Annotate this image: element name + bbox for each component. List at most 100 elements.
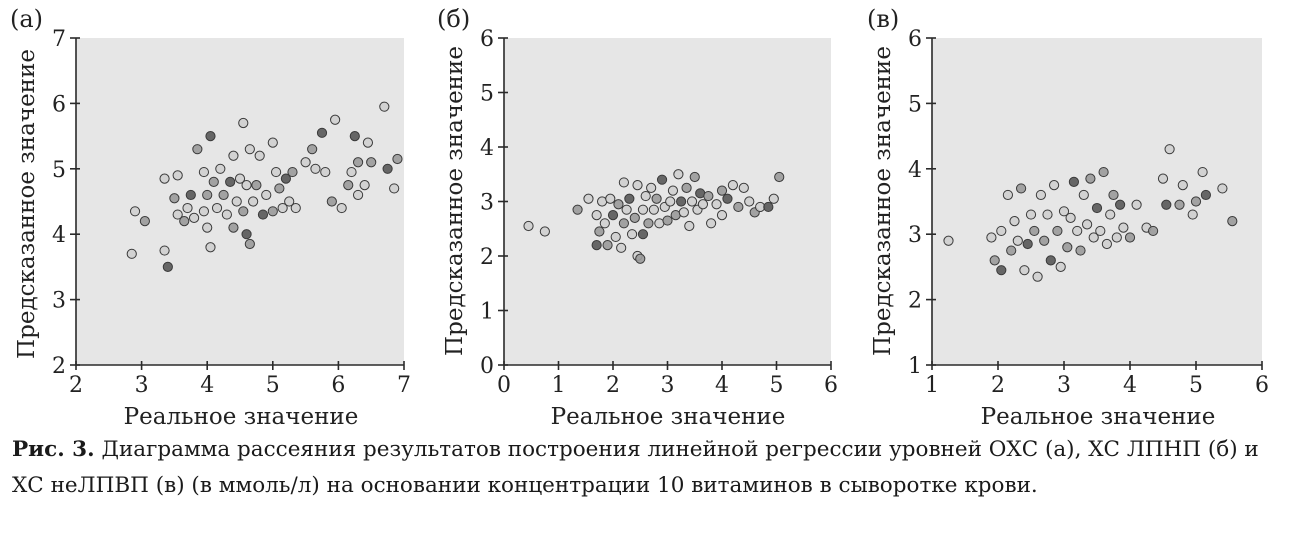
panel-b-data-point — [716, 210, 728, 221]
panel-a-data-point — [343, 180, 354, 191]
panel-b-data-point — [697, 199, 709, 210]
panel-c-data-point — [1190, 196, 1202, 207]
panel-c: (в) Предсказанное значение Реальное знач… — [867, 5, 1269, 430]
panel-b-data-point — [624, 193, 635, 204]
panel-b-data-point — [648, 204, 659, 215]
panel-c-data-point — [1012, 235, 1023, 246]
panel-a-data-point — [251, 180, 262, 191]
panel-a-data-point — [392, 153, 403, 165]
panel-a-data-point — [238, 117, 249, 129]
panel-a-data-point — [320, 166, 331, 178]
panel-c-data-point — [1200, 189, 1212, 201]
panel-b-x-tick-label: 1 — [552, 373, 566, 398]
panel-c-data-point — [1075, 245, 1086, 256]
panel-a-data-point — [182, 202, 193, 214]
panel-a-data-point — [202, 189, 213, 201]
panel-a-data-point — [169, 193, 180, 204]
panel-a-data-point — [277, 202, 288, 214]
panel-a-data-point — [172, 209, 183, 220]
panel-c-data-point — [1157, 173, 1169, 184]
panel-a-data-point — [208, 176, 219, 187]
panel-c-data-point — [1052, 225, 1063, 237]
caption-text: Диаграмма рассеяния результатов построен… — [12, 437, 1259, 498]
panel-a-data-point — [287, 166, 298, 178]
panel-c-data-point — [1009, 216, 1020, 227]
panel-c-y-tick-label: 2 — [908, 289, 922, 314]
panel-c-data-point — [1164, 144, 1175, 155]
panel-b-data-point — [733, 201, 744, 213]
panel-c-data-point — [1227, 216, 1238, 227]
panel-c-data-point — [1088, 232, 1099, 243]
panel-a-data-point — [162, 261, 173, 272]
panel-b: (б) Предсказанное значение Реальное знач… — [437, 5, 838, 430]
panel-b-x-tick-label: 0 — [497, 373, 511, 398]
panel-c-data-point — [996, 225, 1007, 237]
panel-a-y-tick-label: 2 — [52, 354, 66, 379]
panel-a-data-point — [270, 166, 282, 178]
panel-b-data-point — [539, 226, 550, 237]
panel-c-data-point — [1085, 173, 1096, 184]
panel-c-data-point — [1095, 225, 1106, 237]
panel-b-data-point — [744, 196, 755, 207]
panel-b-data-point — [667, 185, 679, 196]
panel-a-x-tick-label: 6 — [331, 373, 345, 398]
panel-c-data-point — [1108, 189, 1119, 201]
panel-c-data-point — [943, 235, 954, 246]
panel-a-data-point — [241, 180, 252, 191]
panel-b-data-point — [689, 171, 700, 183]
panel-c-data-point — [986, 232, 997, 243]
panel-a-data-point — [218, 189, 229, 201]
panel-a-data-point — [307, 144, 318, 155]
panel-b-data-point — [656, 174, 668, 185]
panel-a-data-point — [188, 212, 200, 223]
panel-b-x-tick-label: 2 — [606, 373, 620, 398]
panel-c-data-point — [1177, 180, 1188, 191]
panel-a-data-point — [349, 131, 360, 142]
panel-b-data-point — [686, 196, 698, 207]
panel-b-data-point — [711, 199, 722, 210]
panel-b-data-point — [583, 193, 594, 204]
panel-b-data-point — [673, 169, 684, 180]
panel-b-data-point — [594, 226, 605, 237]
panel-a-data-point — [352, 189, 364, 201]
panel-c-data-point — [1131, 199, 1142, 210]
panel-b-data-point — [738, 182, 749, 193]
panel-c-data-point — [1098, 166, 1109, 178]
panel-c-y-tick-label: 1 — [908, 354, 922, 379]
panel-a-data-point — [280, 173, 292, 184]
panel-c-data-point — [1101, 238, 1113, 250]
panel-a-y-tick-label: 6 — [52, 92, 66, 117]
panel-a-data-point — [225, 176, 236, 187]
panel-c-data-point — [1065, 212, 1076, 223]
panel-b-data-point — [643, 218, 654, 229]
panel-c-ylabel: Предсказанное значение — [870, 46, 896, 356]
panel-b-data-point — [632, 180, 643, 191]
panel-b-data-point — [605, 193, 616, 204]
panel-b-data-point — [591, 240, 602, 251]
panel-a-data-point — [362, 137, 374, 148]
panel-c-data-point — [1002, 189, 1014, 201]
panel-c-data-point — [1148, 225, 1159, 237]
panel-c-x-tick-label: 2 — [991, 373, 1005, 398]
caption-figure-label: Рис. 3. — [12, 437, 95, 462]
panel-c-data-point — [1039, 235, 1050, 246]
panel-a-x-tick-label: 5 — [266, 373, 280, 398]
panel-b-data-point — [727, 180, 739, 191]
panel-b-data-point — [616, 242, 627, 253]
panel-a-data-point — [244, 238, 255, 250]
panel-a-data-point — [257, 209, 269, 220]
panel-c-xlabel: Реальное значение — [981, 404, 1216, 430]
panel-a-data-point — [389, 183, 400, 194]
panel-c-x-tick-label: 3 — [1057, 373, 1071, 398]
panel-a-label: (а) — [10, 5, 43, 33]
panel-b-data-point — [637, 204, 649, 215]
panel-c-data-point — [1042, 209, 1053, 220]
panel-c-data-point — [1022, 238, 1033, 250]
panel-b-x-tick-label: 4 — [715, 373, 729, 398]
panel-a-data-point — [172, 170, 183, 181]
panel-a-data-point — [366, 157, 377, 168]
panel-a-data-point — [139, 216, 150, 227]
panel-a-data-point — [228, 222, 239, 233]
panel-b-xlabel: Реальное значение — [551, 404, 786, 430]
panel-a-data-point — [215, 163, 226, 174]
